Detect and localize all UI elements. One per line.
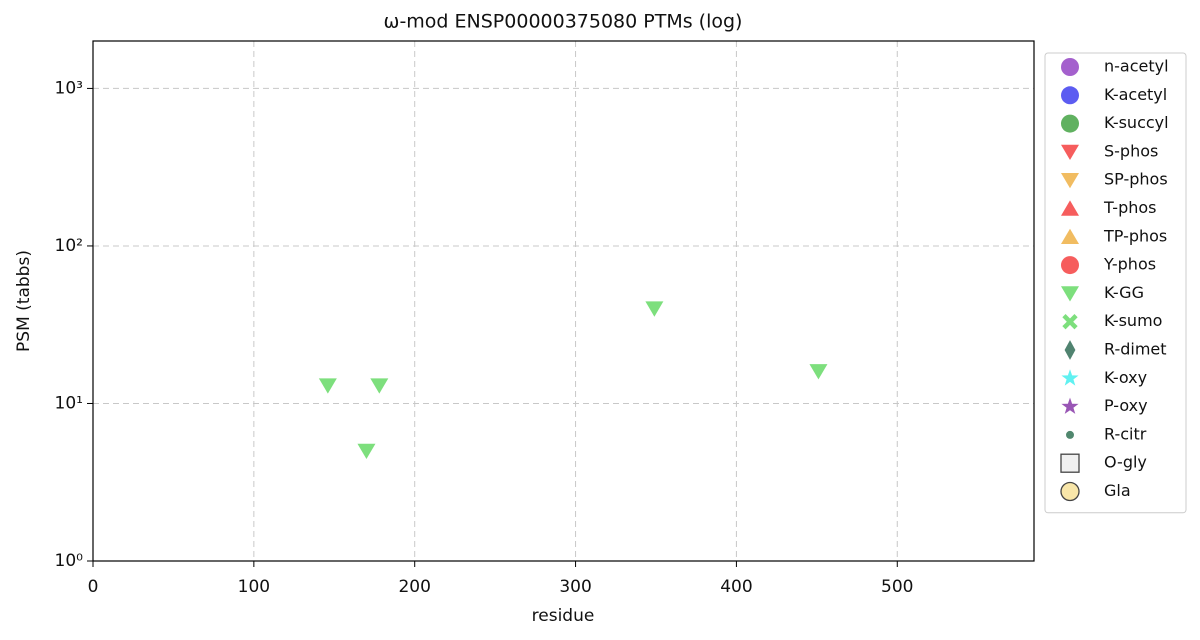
x-tick-label: 100 xyxy=(238,577,270,597)
legend-marker xyxy=(1061,256,1079,275)
legend-marker xyxy=(1064,340,1076,360)
chart-title: ω-mod ENSP00000375080 PTMs (log) xyxy=(384,11,743,33)
legend-label: n-acetyl xyxy=(1104,57,1169,76)
legend-frame xyxy=(1044,52,1187,514)
legend-label: T-phos xyxy=(1103,198,1157,217)
legend-label: Gla xyxy=(1104,481,1131,500)
legend-marker xyxy=(1060,481,1080,502)
legend-marker xyxy=(1061,286,1079,302)
legend-label: K-succyl xyxy=(1104,113,1169,132)
legend-label: O-gly xyxy=(1104,453,1147,472)
legend-marker xyxy=(1061,144,1079,160)
legend-label: R-citr xyxy=(1104,424,1147,443)
legend-marker xyxy=(1061,397,1079,414)
legend-marker xyxy=(1061,58,1079,76)
legend-marker xyxy=(1061,114,1079,133)
legend-marker xyxy=(1061,86,1079,105)
legend-marker xyxy=(1061,369,1079,386)
legend: n-acetyl K-acetyl K-succyl S-phos SP-phos T-p… xyxy=(1044,52,1187,514)
legend-label: K-oxy xyxy=(1104,368,1147,387)
legend-label: S-phos xyxy=(1104,141,1158,160)
legend-marker xyxy=(1061,200,1079,216)
x-axis-label: residue xyxy=(532,606,595,626)
y-tick-label: 10³ xyxy=(55,78,83,98)
legend-label: P-oxy xyxy=(1104,396,1148,415)
legend-label: TP-phos xyxy=(1103,226,1167,245)
legend-label: K-sumo xyxy=(1104,311,1162,330)
x-tick-label: 0 xyxy=(88,577,99,597)
y-tick-label: 10⁰ xyxy=(55,551,84,571)
plot-frame xyxy=(92,40,1035,562)
point xyxy=(645,301,664,317)
legend-label: Y-phos xyxy=(1103,255,1156,274)
x-tick-label: 200 xyxy=(398,577,430,597)
legend-label: SP-phos xyxy=(1104,170,1168,189)
legend-label: K-acetyl xyxy=(1104,85,1167,104)
point xyxy=(809,364,828,380)
x-tick-label: 300 xyxy=(559,577,591,597)
y-tick-label: 10² xyxy=(55,236,83,256)
legend-marker xyxy=(1062,314,1078,330)
legend-label: R-dimet xyxy=(1104,340,1167,359)
y-axis-label: PSM (tabbs) xyxy=(14,250,34,352)
legend-marker xyxy=(1060,453,1080,473)
point xyxy=(370,378,389,394)
legend-marker xyxy=(1066,430,1074,439)
y-tick-label: 10¹ xyxy=(55,393,83,413)
legend-marker xyxy=(1061,173,1079,189)
point xyxy=(357,443,376,459)
legend-label: K-GG xyxy=(1104,283,1144,302)
x-tick-label: 500 xyxy=(881,577,913,597)
x-tick-label: 400 xyxy=(720,577,752,597)
legend-marker xyxy=(1061,228,1079,244)
point xyxy=(318,378,337,394)
